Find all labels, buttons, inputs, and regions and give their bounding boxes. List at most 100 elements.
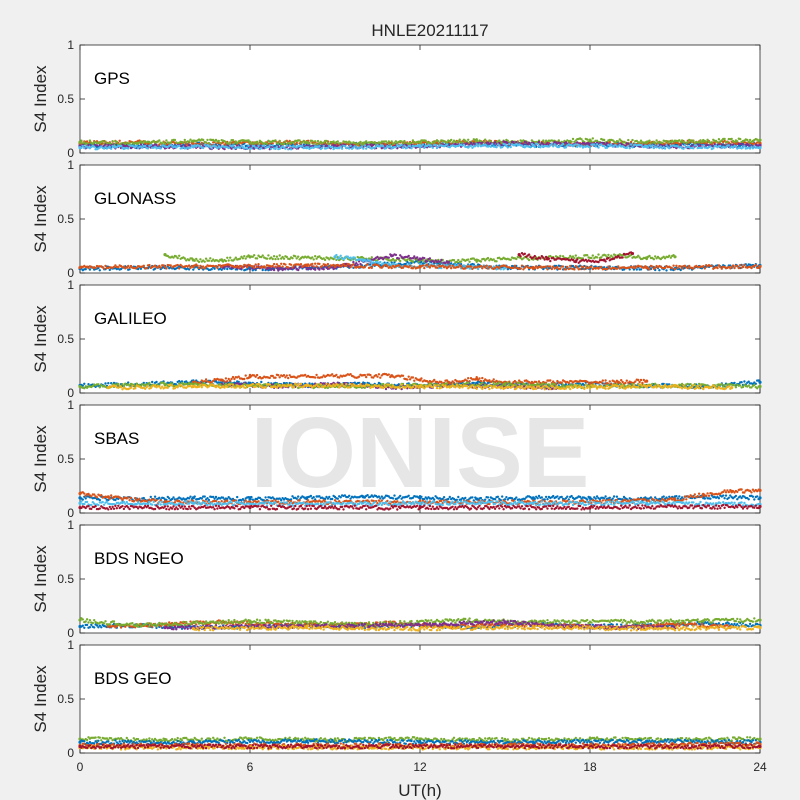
data-point	[315, 265, 318, 268]
data-point	[467, 138, 470, 141]
data-point	[248, 268, 252, 271]
data-point	[267, 254, 270, 257]
data-point	[257, 142, 260, 145]
data-point	[366, 263, 369, 266]
data-point	[716, 141, 719, 144]
data-point	[104, 382, 107, 385]
data-point	[216, 266, 219, 270]
y-tick-label: 1	[67, 158, 74, 172]
data-point	[665, 139, 668, 143]
data-point	[610, 143, 613, 146]
data-point	[709, 145, 712, 148]
data-point	[648, 268, 651, 271]
data-point	[227, 146, 230, 150]
data-point	[627, 142, 630, 145]
data-point	[104, 143, 107, 146]
data-point	[312, 142, 315, 145]
data-point	[268, 376, 271, 380]
y-axis-label: S4 Index	[31, 65, 50, 133]
data-point	[574, 260, 577, 264]
data-point	[158, 139, 161, 142]
data-point	[289, 263, 293, 266]
data-point	[226, 267, 229, 271]
data-point	[261, 254, 264, 257]
data-point	[597, 253, 600, 256]
data-point	[128, 141, 131, 145]
data-point	[512, 266, 515, 270]
data-point	[287, 148, 290, 151]
data-point	[569, 264, 572, 268]
plot-area	[79, 284, 761, 394]
data-point	[719, 144, 722, 148]
data-point	[210, 147, 213, 150]
data-point	[187, 264, 191, 267]
data-point	[217, 139, 220, 143]
data-point	[278, 265, 281, 268]
data-point	[376, 375, 379, 378]
data-point	[316, 139, 320, 143]
data-point	[314, 262, 317, 265]
data-point	[467, 258, 470, 261]
data-point	[101, 140, 104, 143]
data-point	[360, 145, 364, 148]
data-point	[533, 254, 536, 258]
data-point	[546, 141, 549, 145]
data-point	[407, 375, 410, 378]
data-point	[737, 266, 740, 270]
data-point	[549, 259, 552, 263]
data-point	[686, 141, 689, 144]
data-point	[527, 253, 531, 256]
data-point	[209, 144, 212, 147]
data-point	[145, 266, 148, 270]
data-point	[104, 264, 107, 268]
data-point	[282, 142, 286, 146]
data-point	[716, 266, 719, 270]
data-point	[250, 147, 253, 150]
data-point	[227, 259, 230, 262]
data-point	[200, 141, 203, 145]
data-point	[469, 144, 473, 147]
data-point	[363, 373, 366, 377]
data-point	[588, 146, 592, 149]
data-point	[726, 140, 729, 144]
data-point	[457, 258, 460, 262]
data-point	[675, 264, 678, 267]
data-point	[413, 379, 416, 382]
data-point	[559, 267, 562, 270]
data-point	[703, 267, 706, 270]
data-point	[411, 376, 415, 379]
data-point	[257, 144, 260, 147]
data-point	[679, 265, 682, 268]
data-point	[710, 264, 713, 268]
data-point	[231, 144, 235, 147]
data-point	[325, 139, 328, 143]
data-point	[702, 144, 705, 147]
data-point	[543, 258, 546, 261]
chart-title: HNLE20211117	[371, 21, 488, 40]
data-point	[475, 376, 478, 379]
data-point	[549, 265, 552, 268]
data-point	[668, 147, 671, 150]
data-point	[311, 256, 314, 259]
data-point	[686, 266, 689, 270]
data-point	[352, 260, 355, 264]
data-point	[149, 143, 152, 147]
data-point	[646, 146, 650, 149]
data-point	[595, 143, 599, 146]
data-point	[628, 147, 631, 150]
data-point	[590, 256, 593, 260]
data-point	[238, 146, 242, 150]
plot-area	[79, 44, 761, 154]
data-point	[586, 254, 589, 257]
data-point	[353, 145, 356, 148]
y-tick-label: 1	[67, 278, 74, 292]
data-point	[165, 267, 168, 270]
data-point	[277, 257, 280, 261]
data-point	[566, 265, 569, 269]
data-point	[183, 138, 186, 142]
data-point	[509, 258, 512, 261]
data-point	[229, 141, 232, 144]
data-point	[484, 138, 487, 141]
